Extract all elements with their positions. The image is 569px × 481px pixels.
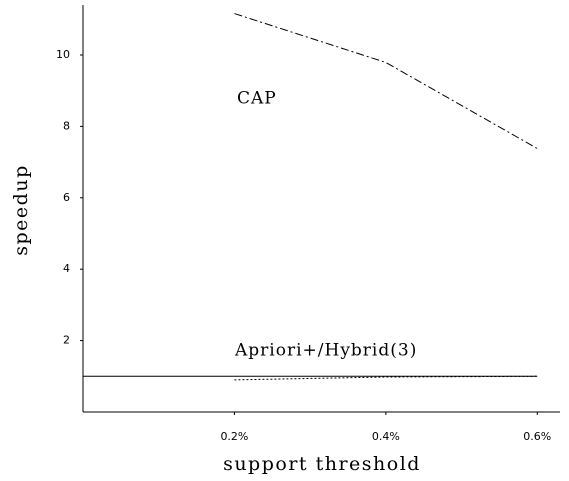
y-tick-label: 8	[63, 119, 70, 132]
series-line	[234, 13, 538, 149]
y-tick-label: 4	[63, 262, 70, 275]
x-tick-label: 0.6%	[523, 430, 551, 443]
series-label: CAP	[237, 89, 277, 109]
series-line	[234, 375, 538, 381]
series-label: Apriori+/Hybrid(3)	[234, 341, 417, 361]
y-tick-label: 10	[56, 48, 70, 61]
y-tick-label: 2	[63, 334, 70, 347]
x-tick-label: 0.2%	[220, 430, 248, 443]
y-axis-label: speedup	[10, 164, 32, 255]
x-tick-label: 0.4%	[372, 430, 400, 443]
x-axis-label: support threshold	[223, 453, 421, 475]
y-tick-label: 6	[63, 191, 70, 204]
